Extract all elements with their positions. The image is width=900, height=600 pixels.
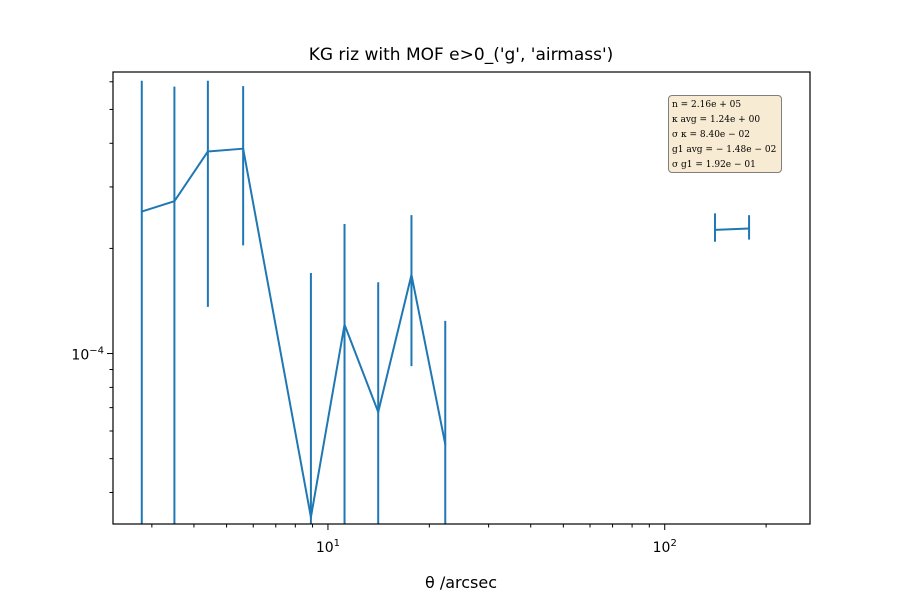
y-tick-label: 10−4 — [71, 346, 104, 364]
x-tick-label: 101 — [316, 538, 340, 556]
data-point — [309, 516, 312, 519]
stats-line: σ g1 = 1.92e − 01 — [672, 160, 756, 170]
plot-frame — [112, 71, 811, 525]
x-tick-label: 102 — [653, 538, 677, 556]
data-point — [206, 150, 209, 153]
data-point — [748, 227, 751, 230]
data-point — [140, 210, 143, 213]
data-point — [343, 323, 346, 326]
stats-line: n = 2.16e + 05 — [672, 100, 742, 110]
stats-line: σ κ = 8.40e − 02 — [672, 130, 750, 140]
plot-area — [140, 80, 751, 524]
data-point — [713, 228, 716, 231]
series-line — [141, 147, 447, 519]
stats-box: n = 2.16e + 05 κ avg = 1.24e + 00 σ κ = … — [668, 95, 782, 173]
data-point — [173, 200, 176, 203]
stats-line: g1 avg = − 1.48e − 02 — [672, 145, 777, 155]
x-axis-label: θ /arcsec — [425, 573, 497, 592]
data-point — [242, 147, 245, 150]
data-point — [444, 443, 447, 446]
axis-ticks: 101 102 10−4 — [71, 81, 767, 556]
stats-line: κ avg = 1.24e + 00 — [672, 115, 761, 125]
data-point — [410, 273, 413, 276]
series-line — [714, 227, 750, 231]
data-point — [377, 411, 380, 414]
chart-title: KG riz with MOF e>0_('g', 'airmass') — [309, 45, 614, 65]
